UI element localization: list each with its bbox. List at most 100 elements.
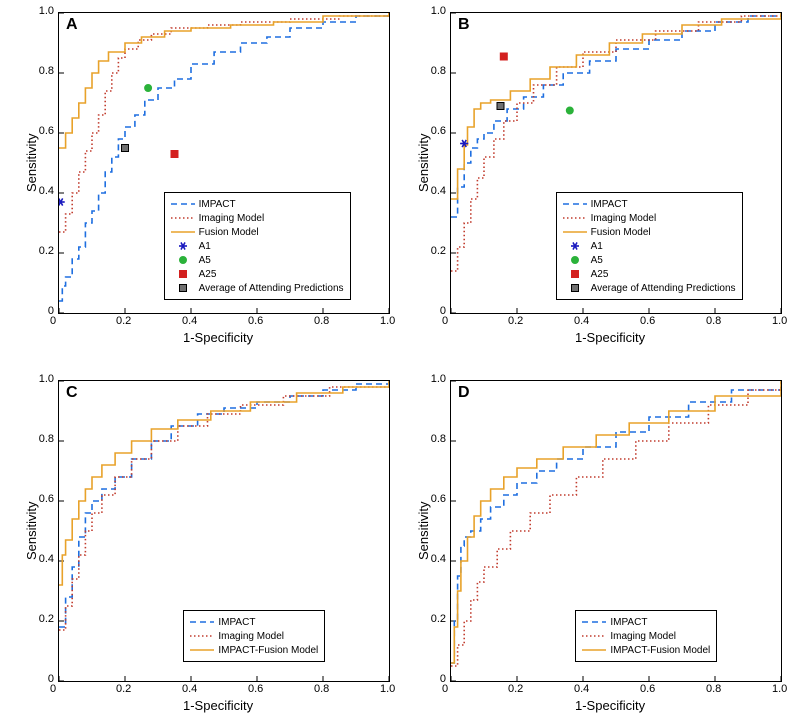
legend-label: A25	[591, 269, 609, 280]
xtick-label: 1.0	[772, 683, 787, 695]
panel-C: C000.20.20.40.40.60.60.80.81.01.01-Speci…	[58, 380, 388, 680]
xtick-label: 1.0	[380, 315, 395, 327]
legend-label: A5	[199, 255, 211, 266]
legend-item: IMPACT	[582, 615, 710, 629]
xtick-label: 0.6	[640, 683, 655, 695]
ytick-label: 0.2	[30, 613, 54, 625]
xtick-label: 0.6	[248, 315, 263, 327]
legend-label: A1	[199, 241, 211, 252]
legend-label: IMPACT	[218, 617, 255, 628]
panel-letter: B	[458, 16, 470, 34]
marker-a25	[171, 151, 178, 158]
ytick-label: 1.0	[422, 5, 446, 17]
xtick-label: 0.8	[706, 315, 721, 327]
legend-item: IMPACT	[171, 197, 344, 211]
roc-line-impact	[59, 381, 389, 627]
ytick-label: 0.8	[30, 433, 54, 445]
ytick-label: 1.0	[30, 5, 54, 17]
legend-label: Average of Attending Predictions	[591, 283, 736, 294]
panel-letter: D	[458, 384, 470, 402]
xtick-label: 0.8	[314, 683, 329, 695]
ytick-label: 1.0	[422, 373, 446, 385]
y-axis-label: Sensitivity	[416, 133, 431, 192]
ytick-label: 0.8	[30, 65, 54, 77]
ytick-label: 0	[422, 673, 446, 685]
marker-a5	[145, 85, 152, 92]
legend-label: IMPACT-Fusion Model	[218, 645, 318, 656]
legend-label: A1	[591, 241, 603, 252]
roc-line-imaging	[59, 381, 389, 630]
legend-item: A1	[171, 239, 344, 253]
legend-item: Imaging Model	[190, 629, 318, 643]
panel-B: B000.20.20.40.40.60.60.80.81.01.01-Speci…	[450, 12, 780, 312]
legend-item: A5	[171, 253, 344, 267]
legend-label: Imaging Model	[591, 213, 657, 224]
panel-D: D000.20.20.40.40.60.60.80.81.01.01-Speci…	[450, 380, 780, 680]
xtick-label: 0.4	[574, 683, 589, 695]
xtick-label: 0.2	[116, 315, 131, 327]
xtick-label: 0.4	[182, 315, 197, 327]
xtick-label: 1.0	[772, 315, 787, 327]
legend-label: Average of Attending Predictions	[199, 283, 344, 294]
ytick-label: 0.2	[422, 245, 446, 257]
y-axis-label: Sensitivity	[24, 501, 39, 560]
legend-item: A1	[563, 239, 736, 253]
legend-label: IMPACT	[610, 617, 647, 628]
legend-item: IMPACT	[563, 197, 736, 211]
ytick-label: 0.2	[30, 245, 54, 257]
x-axis-label: 1-Specificity	[575, 330, 645, 345]
legend: IMPACT Imaging Model IMPACT-Fusion Model	[183, 610, 325, 662]
roc-line-fusion	[59, 381, 389, 585]
x-axis-label: 1-Specificity	[575, 698, 645, 713]
ytick-label: 0	[422, 305, 446, 317]
legend-label: Imaging Model	[610, 631, 676, 642]
xtick-label: 0.6	[640, 315, 655, 327]
legend-item: A25	[563, 267, 736, 281]
legend-item: A5	[563, 253, 736, 267]
legend: IMPACT Imaging Model Fusion Model A1 A5 A25 Av…	[164, 192, 351, 300]
marker-avg	[122, 145, 129, 152]
legend-item: A25	[171, 267, 344, 281]
legend-label: A25	[199, 269, 217, 280]
roc-figure: A 0 0 0.2 0.2 0.4 0.4 0.6 0.6 0.8 0.8 1.0 1.0 1-Speci…	[0, 0, 800, 712]
ytick-label: 0.8	[422, 433, 446, 445]
ytick-label: 0	[30, 305, 54, 317]
panel-A: A000.20.20.40.40.60.60.80.81.01.01-Speci…	[58, 12, 388, 312]
marker-a1	[59, 199, 65, 206]
legend-label: IMPACT	[199, 199, 236, 210]
legend-item: Fusion Model	[171, 225, 344, 239]
xtick-label: 0.4	[182, 683, 197, 695]
panel-letter: A	[66, 16, 78, 34]
legend-item: Average of Attending Predictions	[563, 281, 736, 295]
legend-item: Imaging Model	[563, 211, 736, 225]
marker-a5	[566, 107, 573, 114]
ytick-label: 0	[30, 673, 54, 685]
xtick-label: 1.0	[380, 683, 395, 695]
ytick-label: 1.0	[30, 373, 54, 385]
x-axis-label: 1-Specificity	[183, 698, 253, 713]
legend-item: Fusion Model	[563, 225, 736, 239]
xtick-label: 0.6	[248, 683, 263, 695]
xtick-label: 0.8	[706, 683, 721, 695]
legend-item: IMPACT-Fusion Model	[190, 643, 318, 657]
legend-label: Fusion Model	[591, 227, 651, 238]
legend-item: IMPACT	[190, 615, 318, 629]
xtick-label: 0.2	[116, 683, 131, 695]
legend-label: Imaging Model	[218, 631, 284, 642]
legend: IMPACT Imaging ModelIMPACT-Fusion Model	[575, 610, 717, 662]
legend-label: Imaging Model	[199, 213, 265, 224]
legend-label: A5	[591, 255, 603, 266]
legend-item: Imaging Model	[582, 629, 710, 643]
x-axis-label: 1-Specificity	[183, 330, 253, 345]
legend-label: Fusion Model	[199, 227, 259, 238]
panel-letter: C	[66, 384, 78, 402]
marker-avg	[497, 103, 504, 110]
xtick-label: 0.8	[314, 315, 329, 327]
legend: IMPACT Imaging Model Fusion Model A1 A5 A25 Av…	[556, 192, 743, 300]
roc-line-fusion	[59, 13, 389, 148]
ytick-label: 0.8	[422, 65, 446, 77]
y-axis-label: Sensitivity	[24, 133, 39, 192]
legend-item: IMPACT-Fusion Model	[582, 643, 710, 657]
legend-label: IMPACT	[591, 199, 628, 210]
xtick-label: 0.4	[574, 315, 589, 327]
